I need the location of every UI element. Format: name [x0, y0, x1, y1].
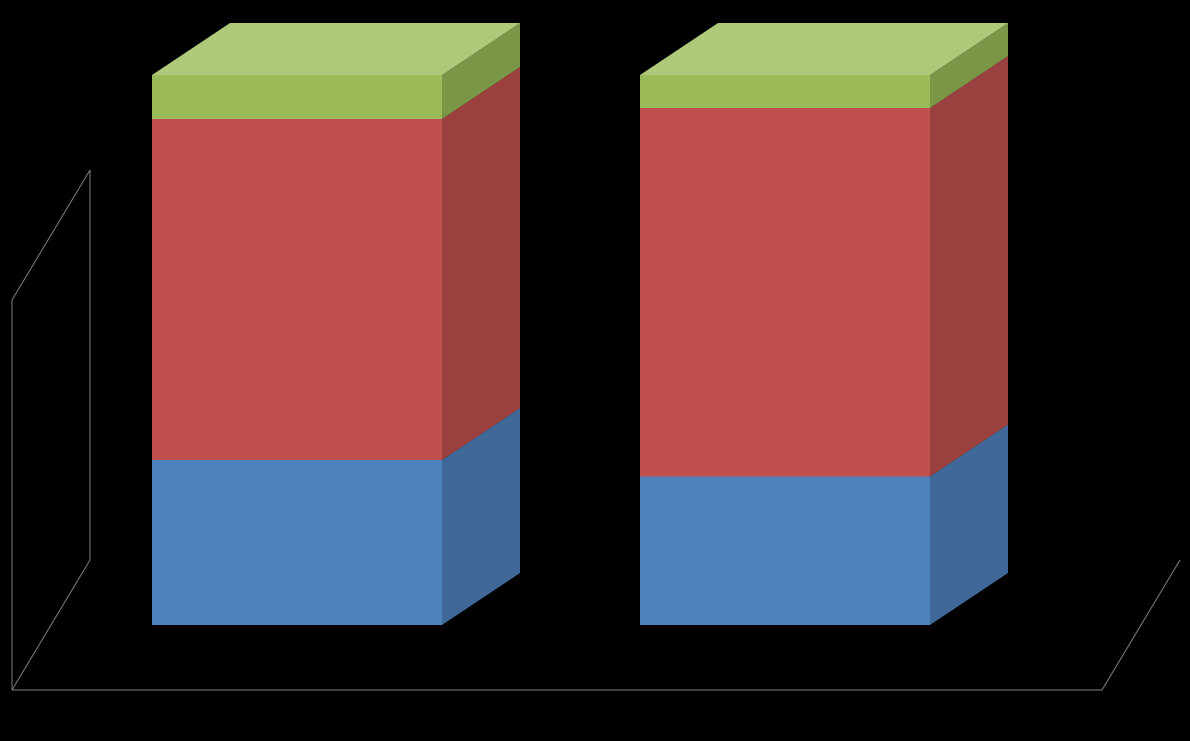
- bar-2-seg-series-b-front: [640, 108, 930, 477]
- bar-1: [152, 23, 520, 625]
- chart-bars: [152, 23, 1008, 625]
- bar-2-seg-series-a-front: [640, 477, 930, 626]
- bar-1-seg-series-b-front: [152, 119, 442, 460]
- bar-2-seg-series-c-front: [640, 75, 930, 108]
- bar-1-seg-series-b-side: [442, 67, 520, 460]
- stacked-3d-bar-chart: [0, 0, 1190, 741]
- bar-1-seg-series-c-front: [152, 75, 442, 119]
- bar-2: [640, 23, 1008, 625]
- bar-1-seg-series-a-front: [152, 460, 442, 625]
- bar-2-seg-series-b-side: [930, 56, 1008, 477]
